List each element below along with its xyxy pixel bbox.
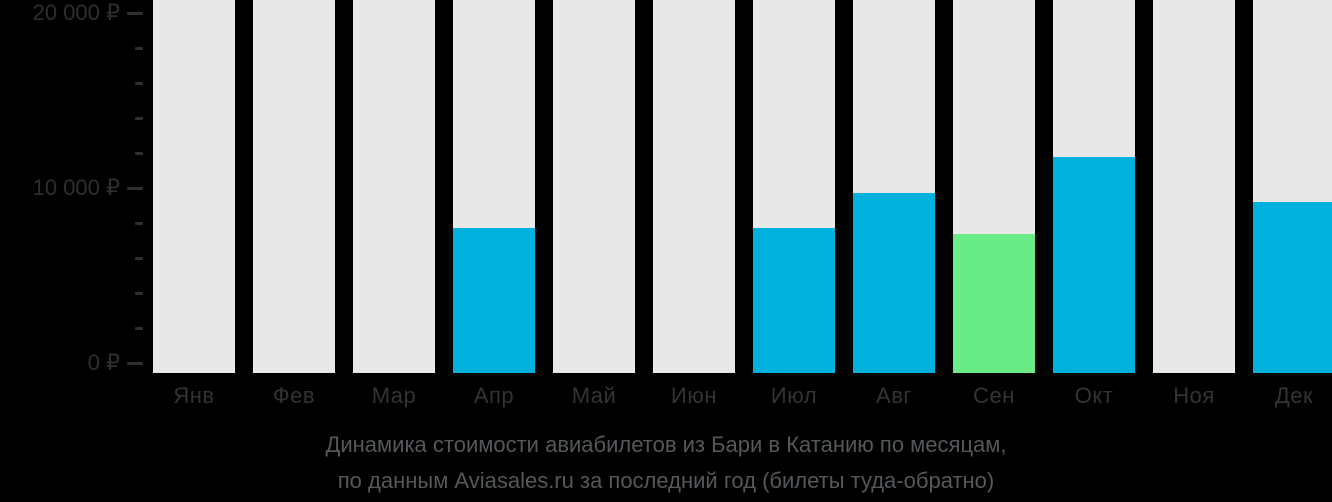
bar-track bbox=[253, 0, 335, 373]
value-bar bbox=[853, 193, 935, 373]
x-axis-month-label: Май bbox=[571, 383, 617, 408]
y-axis-major-tick bbox=[127, 12, 143, 15]
value-bar bbox=[1253, 202, 1332, 373]
bar-track bbox=[553, 0, 635, 373]
x-axis-month-label: Сен bbox=[973, 383, 1015, 408]
y-axis-minor-tick bbox=[135, 292, 143, 295]
x-axis-month-label: Авг bbox=[876, 383, 912, 408]
x-axis-month-label: Ноя bbox=[1173, 383, 1215, 408]
y-axis-tick-label: 20 000 ₽ bbox=[32, 0, 120, 25]
value-bar bbox=[953, 233, 1035, 373]
bar-track bbox=[1153, 0, 1235, 373]
caption-line-2: по данным Aviasales.ru за последний год … bbox=[337, 468, 995, 493]
x-axis-month-label: Янв bbox=[173, 383, 215, 408]
y-axis-minor-tick bbox=[135, 152, 143, 155]
y-axis-minor-tick bbox=[135, 82, 143, 85]
y-axis-tick-label: 10 000 ₽ bbox=[32, 175, 120, 200]
y-axis-minor-tick bbox=[135, 117, 143, 120]
y-axis-minor-tick bbox=[135, 257, 143, 260]
value-bar bbox=[753, 228, 835, 373]
y-axis-minor-tick bbox=[135, 222, 143, 225]
chart-caption: Динамика стоимости авиабилетов из Бари в… bbox=[0, 427, 1332, 499]
y-axis-major-tick bbox=[127, 187, 143, 190]
x-axis-month-label: Апр bbox=[473, 383, 515, 408]
x-axis-month-label: Дек bbox=[1274, 383, 1314, 408]
y-axis-tick-label: 0 ₽ bbox=[87, 350, 120, 375]
bar-track bbox=[353, 0, 435, 373]
bar-track bbox=[153, 0, 235, 373]
x-axis-month-label: Июл bbox=[770, 383, 818, 408]
y-axis-minor-tick bbox=[135, 327, 143, 330]
x-axis-month-label: Фев bbox=[272, 383, 316, 408]
x-axis-month-label: Июн bbox=[671, 383, 717, 408]
y-axis-major-tick bbox=[127, 362, 143, 365]
value-bar bbox=[453, 228, 535, 373]
bar-track bbox=[653, 0, 735, 373]
caption-line-1: Динамика стоимости авиабилетов из Бари в… bbox=[325, 432, 1007, 457]
y-axis-minor-tick bbox=[135, 47, 143, 50]
x-axis-month-label: Мар bbox=[371, 383, 417, 408]
value-bar bbox=[1053, 156, 1135, 373]
x-axis-month-label: Окт bbox=[1074, 383, 1114, 408]
